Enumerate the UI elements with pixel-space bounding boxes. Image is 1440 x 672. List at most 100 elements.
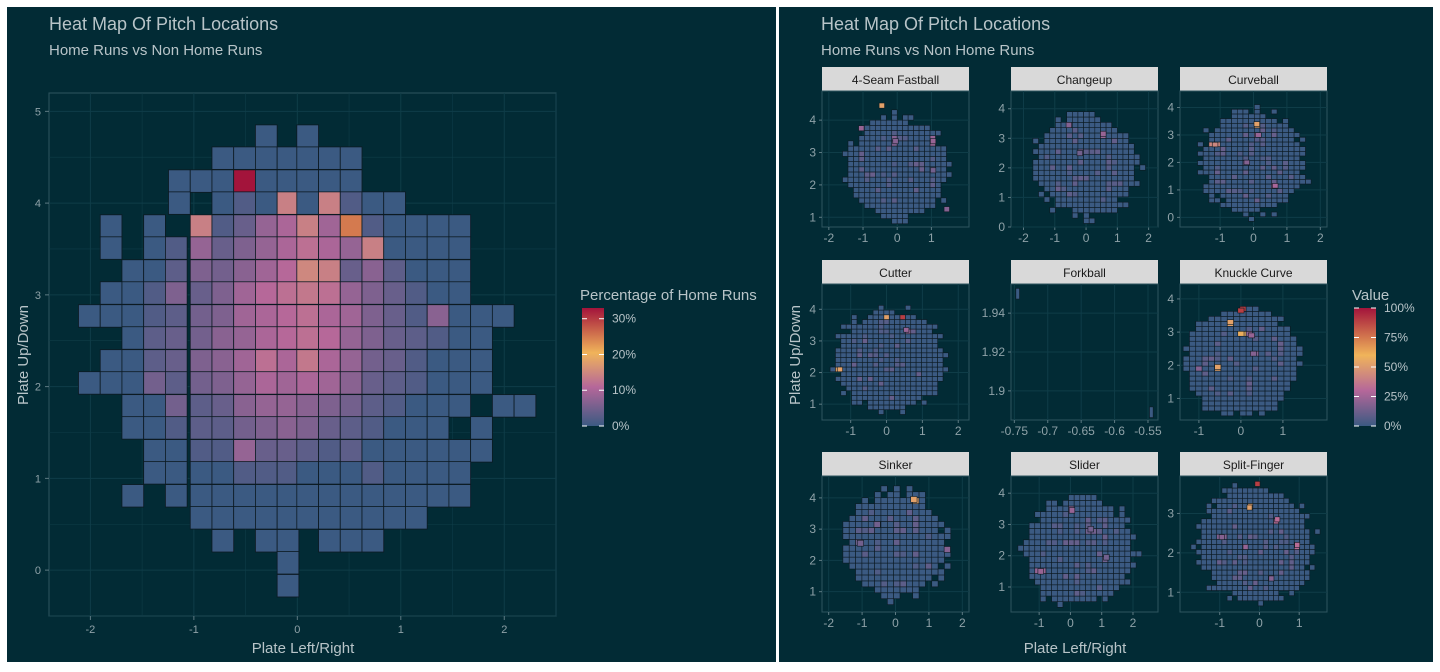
facet-cell [1282,122,1289,129]
facet-cell [1242,132,1249,138]
facet-cell [906,574,914,582]
facet-cell [896,218,903,225]
facet-cell [1049,127,1056,134]
facet-cell [1068,595,1075,602]
facet-cell [1273,574,1280,581]
heatmap-cell [296,326,319,350]
facet-cell [1214,136,1221,143]
facet-cell [1278,538,1285,545]
facet-cell [1111,132,1118,139]
facet-cell [1085,494,1092,501]
facet-cell [1293,146,1301,152]
facet-cell [1252,492,1259,499]
facet-cell [918,187,925,193]
facet-cell [1111,127,1118,134]
facet-cell [1062,578,1069,586]
facet-cell [1221,528,1228,535]
facet-y-tick-label: 3 [998,131,1005,145]
facet-cell [899,409,906,415]
heatmap-cell [143,304,166,328]
facet-cell [1105,201,1113,208]
facet-cell [1257,590,1264,596]
facet-cell [1083,143,1090,150]
facet-cell [851,399,858,406]
facet-cell [875,161,882,168]
facet-cell [1090,573,1097,580]
facet-cell [1258,325,1266,332]
facet-cell [1096,578,1103,586]
facet-cell [1189,375,1197,382]
facet-cell [1107,511,1114,518]
heatmap-cell [255,259,278,283]
facet-cell [1113,573,1120,580]
facet-cell [1233,355,1241,362]
facet-cell [1271,122,1278,129]
heatmap-cell [233,416,256,440]
facet-cell [1105,180,1113,187]
facet-cell [853,156,860,162]
facet-cell [1288,528,1295,535]
facet-cell [1135,550,1143,557]
facet-cell [1062,573,1069,580]
facet-cell [867,343,874,349]
facet-cell [862,338,869,344]
facet-cell [1282,118,1289,124]
facet-cell [1288,518,1295,525]
facet-cell [1245,345,1253,352]
facet-cell [1094,180,1101,187]
facet-cell [1219,118,1227,124]
facet-cell [1236,118,1244,124]
facet-cell [1083,148,1090,155]
facet-cell [867,556,875,564]
facet-cell [1200,554,1207,561]
facet-cell [902,171,909,178]
heatmap-cell [318,529,341,553]
facet-cell [1226,564,1233,571]
facet-cell [1208,193,1215,199]
facet-cell [1309,564,1316,571]
facet-cell [1245,321,1253,327]
facet-cell [1299,165,1306,171]
facet-cell [1258,400,1266,407]
facet-cell [1056,561,1064,569]
heatmap-cell [405,236,428,260]
facet-cell [853,182,860,188]
facet-cell [1130,533,1137,541]
facet-cell [1122,159,1129,166]
facet-cell [1111,148,1118,155]
facet-cell [1268,559,1274,566]
facet-cell [1072,138,1079,144]
facet-hot-cell [1068,507,1076,514]
facet-cell [1090,500,1097,507]
facet-cell [842,533,850,540]
facet-cell [1034,545,1041,552]
heatmap-cell [296,169,319,193]
facet-cell [1293,174,1301,180]
facet-cell [885,187,893,193]
facet-cell [931,338,938,344]
facet-cell [1271,108,1278,115]
facet-cell [1034,550,1041,557]
facet-cell [1252,395,1260,402]
heatmap-cell [255,529,278,553]
facet-cell [1258,365,1266,372]
facet-cell [1220,380,1228,387]
heatmap-cell [233,371,256,395]
facet-cell [1219,132,1227,138]
facet-cell [1068,516,1075,524]
facet-cell [1072,116,1079,123]
heatmap-cell [276,461,300,485]
facet-cell [835,361,842,368]
heatmap-cell [233,349,256,373]
facet-cell [1051,528,1058,535]
facet-cell [856,366,863,373]
facet-cell [1262,590,1269,596]
facet-cell [1023,545,1030,552]
facet-cell [1231,569,1238,576]
facet-cell [874,562,882,570]
facet-cell [1038,169,1045,176]
facet-cell [1288,141,1295,147]
facet-cell [906,485,914,493]
facet-cell [880,140,887,147]
facet-hot-cell [930,138,937,145]
